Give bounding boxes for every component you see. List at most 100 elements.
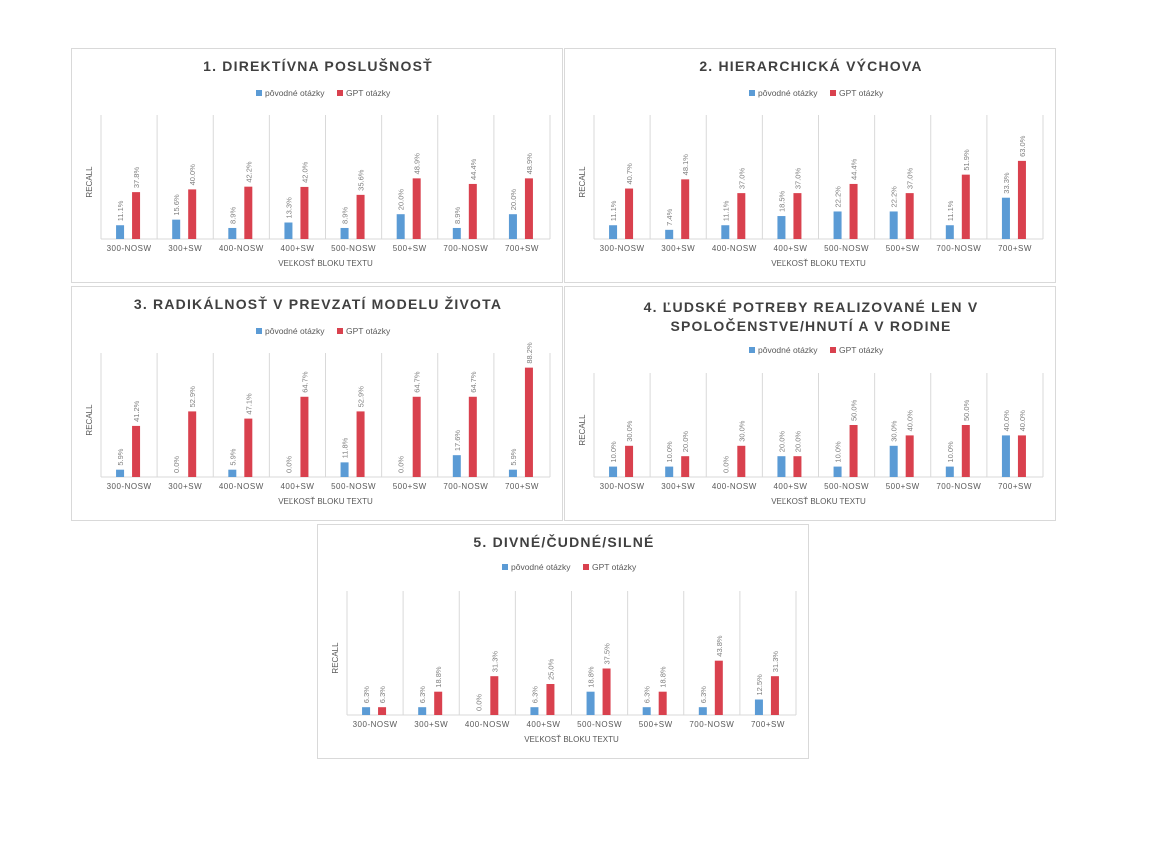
data-label: 64.7% — [413, 371, 422, 393]
x-tick-label: 300+SW — [168, 244, 202, 253]
bar-povodne — [340, 227, 349, 239]
data-label: 50.0% — [850, 399, 859, 421]
x-tick-label: 300+SW — [661, 244, 695, 253]
x-tick-label: 500+SW — [393, 482, 427, 491]
data-label: 48.1% — [681, 154, 690, 176]
x-tick-label: 500-NOSW — [577, 720, 622, 729]
legend-label-povodne: pôvodné otázky — [758, 88, 818, 98]
legend-swatch-gpt — [337, 328, 343, 334]
chart-legend: pôvodné otázky GPT otázky — [749, 88, 884, 98]
x-tick-label: 300-NOSW — [353, 720, 398, 729]
chart-title: 5. DIVNÉ/ČUDNÉ/SILNÉ — [473, 533, 654, 550]
data-label: 8.9% — [453, 207, 462, 224]
data-label: 5.9% — [509, 448, 518, 465]
data-label: 40.0% — [1002, 410, 1011, 432]
chart-svg: 1. DIREKTÍVNA POSLUŠNOSŤ pôvodné otázky GP… — [85, 57, 551, 268]
y-axis-label: RECALL — [85, 166, 94, 198]
x-tick-label: 400-NOSW — [712, 244, 757, 253]
x-tick-label: 400+SW — [773, 482, 807, 491]
bar-povodne — [452, 227, 461, 239]
y-axis-label: RECALL — [85, 404, 94, 436]
data-label: 52.9% — [357, 386, 366, 408]
data-label: 18.8% — [587, 666, 596, 688]
bar-gpt — [468, 396, 477, 477]
bar-povodne — [754, 699, 763, 715]
bar-povodne — [116, 225, 125, 239]
legend-swatch-gpt — [830, 347, 836, 353]
chart-svg: 2. HIERARCHICKÁ VÝCHOVA pôvodné otázky GPT… — [578, 57, 1044, 268]
bar-gpt — [625, 445, 634, 477]
data-label: 6.3% — [643, 686, 652, 703]
x-tick-label: 300+SW — [168, 482, 202, 491]
bar-povodne — [945, 466, 954, 477]
chart-svg: 4. ĽUDSKÉ POTREBY REALIZOVANÉ LEN V SPOLO… — [578, 299, 1044, 506]
bar-gpt — [849, 183, 858, 239]
data-label: 6.3% — [362, 686, 371, 703]
legend-swatch-gpt — [830, 90, 836, 96]
x-axis-label: VEĽKOSŤ BLOKU TEXTU — [278, 259, 373, 268]
x-axis-label: VEĽKOSŤ BLOKU TEXTU — [771, 497, 866, 506]
bar-gpt — [300, 186, 309, 239]
bar-gpt — [356, 411, 365, 477]
legend-label-povodne: pôvodné otázky — [758, 345, 818, 355]
bar-gpt — [132, 425, 141, 477]
data-label: 0.0% — [397, 456, 406, 473]
x-tick-label: 400-NOSW — [219, 244, 264, 253]
bar-povodne — [889, 211, 898, 239]
data-label: 40.0% — [906, 410, 915, 432]
bar-povodne — [228, 469, 237, 477]
x-tick-label: 500+SW — [393, 244, 427, 253]
bar-gpt — [490, 676, 499, 715]
x-tick-label: 400-NOSW — [219, 482, 264, 491]
bar-povodne — [833, 466, 842, 477]
data-label: 15.6% — [172, 194, 181, 216]
chart-title: 1. DIREKTÍVNA POSLUŠNOSŤ — [203, 57, 433, 74]
data-label: 37.0% — [793, 168, 802, 190]
bar-gpt — [468, 183, 477, 239]
x-tick-label: 500-NOSW — [331, 244, 376, 253]
chart-title: 4. ĽUDSKÉ POTREBY REALIZOVANÉ LEN V — [644, 299, 979, 315]
data-label: 30.0% — [737, 420, 746, 442]
bar-povodne — [340, 462, 349, 477]
legend-swatch-povodne — [749, 347, 755, 353]
x-tick-label: 700-NOSW — [936, 482, 981, 491]
data-label: 10.0% — [834, 441, 843, 463]
data-label: 33.3% — [1002, 172, 1011, 194]
bar-gpt — [849, 425, 858, 477]
bar-gpt — [961, 174, 970, 239]
data-label: 64.7% — [300, 371, 309, 393]
bar-gpt — [1017, 435, 1026, 477]
bar-gpt — [356, 194, 365, 239]
data-label: 40.0% — [1018, 410, 1027, 432]
x-tick-label: 400-NOSW — [712, 482, 757, 491]
data-label: 6.3% — [418, 686, 427, 703]
bar-gpt — [737, 193, 746, 239]
bar-gpt — [524, 178, 533, 239]
data-label: 18.8% — [434, 666, 443, 688]
data-label: 37.0% — [906, 168, 915, 190]
bar-gpt — [793, 193, 802, 239]
legend-swatch-povodne — [749, 90, 755, 96]
bar-povodne — [284, 222, 293, 239]
bar-povodne — [833, 211, 842, 239]
x-tick-label: 700-NOSW — [443, 244, 488, 253]
chart-panel-5: 5. DIVNÉ/ČUDNÉ/SILNÉ pôvodné otázky GPT ot… — [317, 524, 809, 759]
data-label: 31.3% — [490, 651, 499, 673]
x-tick-label: 400-NOSW — [465, 720, 510, 729]
data-label: 0.0% — [474, 694, 483, 711]
chart-panel-3: 3. RADIKÁLNOSŤ V PREVZATÍ MODELU ŽIVOTA p… — [71, 286, 563, 521]
x-tick-label: 400+SW — [280, 482, 314, 491]
data-label: 13.3% — [284, 197, 293, 219]
bar-povodne — [777, 216, 786, 239]
bar-gpt — [378, 707, 387, 715]
bar-gpt — [681, 456, 690, 477]
data-label: 11.1% — [721, 200, 730, 221]
bar-povodne — [396, 214, 405, 239]
bar-povodne — [228, 227, 237, 239]
x-tick-label: 700+SW — [505, 482, 539, 491]
bar-gpt — [132, 192, 141, 239]
data-label: 11.1% — [116, 200, 125, 221]
data-label: 6.3% — [530, 686, 539, 703]
bar-gpt — [681, 179, 690, 239]
legend-swatch-gpt — [337, 90, 343, 96]
